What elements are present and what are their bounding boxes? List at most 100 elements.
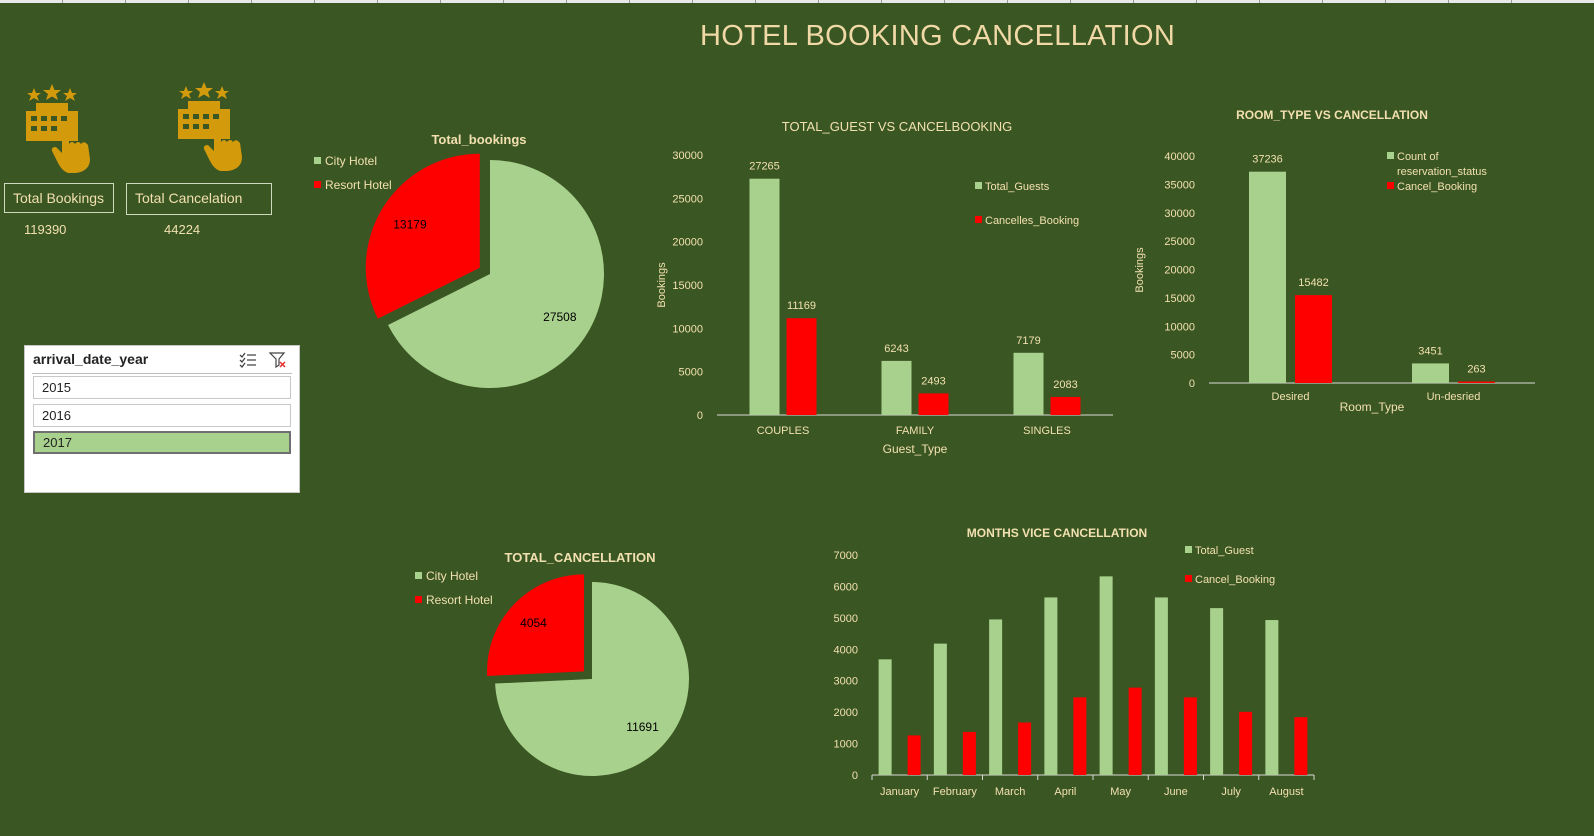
data-label: 27265 bbox=[749, 161, 780, 173]
total-cancellation-pie-chart: TOTAL_CANCELLATION City Hotel Resort Hotel… bbox=[415, 550, 689, 776]
slicer-item-2016[interactable]: 2016 bbox=[33, 404, 291, 427]
x-tick-label: July bbox=[1221, 786, 1241, 798]
y-tick-label: 4000 bbox=[834, 644, 858, 656]
total-bookings-value: 119390 bbox=[24, 222, 67, 237]
bar bbox=[1018, 722, 1032, 775]
y-tick-label: 10000 bbox=[672, 323, 703, 335]
x-tick-label: Desired bbox=[1272, 391, 1310, 403]
legend-label: Resort Hotel bbox=[426, 593, 493, 607]
y-tick-label: 25000 bbox=[672, 193, 703, 205]
x-axis-title: Room_Type bbox=[1340, 400, 1405, 414]
bar bbox=[878, 659, 892, 775]
column-divider bbox=[125, 0, 126, 3]
data-label: 11169 bbox=[787, 300, 816, 312]
y-axis-title: Bookings bbox=[1134, 247, 1146, 293]
data-label: 6243 bbox=[884, 343, 908, 355]
x-axis-title: Guest_Type bbox=[883, 442, 948, 456]
y-tick-label: 35000 bbox=[1164, 179, 1195, 191]
bar bbox=[1265, 620, 1279, 775]
column-divider bbox=[1259, 0, 1260, 3]
data-label: 3451 bbox=[1418, 345, 1442, 357]
bar bbox=[918, 393, 949, 415]
pie-slice bbox=[365, 153, 480, 319]
bar bbox=[1073, 697, 1087, 775]
bar bbox=[1210, 608, 1224, 775]
column-divider bbox=[566, 0, 567, 3]
chart-title: MONTHS VICE CANCELLATION bbox=[967, 526, 1147, 540]
column-divider bbox=[377, 0, 378, 3]
legend-label: Cancel_Booking bbox=[1195, 574, 1275, 586]
column-divider bbox=[692, 0, 693, 3]
bar bbox=[933, 643, 947, 775]
legend-swatch bbox=[415, 572, 422, 579]
pie-slice bbox=[495, 582, 689, 776]
year-slicer[interactable]: arrival_date_year 2015 2016 2017 bbox=[24, 345, 300, 493]
clear-filter-icon[interactable] bbox=[269, 352, 287, 368]
chart-title: TOTAL_GUEST VS CANCELBOOKING bbox=[782, 119, 1012, 134]
bar bbox=[1412, 363, 1449, 383]
column-divider bbox=[629, 0, 630, 3]
data-label: 4054 bbox=[520, 616, 547, 630]
y-axis-title: Bookings bbox=[656, 262, 668, 308]
y-tick-label: 15000 bbox=[672, 280, 703, 292]
bar bbox=[962, 731, 976, 775]
column-divider bbox=[818, 0, 819, 3]
total-cancelation-label: Total Cancelation bbox=[126, 183, 272, 215]
column-divider bbox=[1385, 0, 1386, 3]
data-label: 2493 bbox=[921, 375, 945, 387]
hotel-booking-icon bbox=[178, 82, 242, 171]
column-divider bbox=[440, 0, 441, 3]
y-tick-label: 0 bbox=[697, 410, 703, 422]
total-bookings-pie-chart: Total_bookings City Hotel Resort Hotel 2750… bbox=[314, 132, 604, 388]
y-tick-label: 3000 bbox=[834, 676, 858, 688]
column-divider bbox=[881, 0, 882, 3]
column-divider bbox=[1322, 0, 1323, 3]
x-tick-label: Un-desried bbox=[1427, 391, 1481, 403]
sheet-column-header bbox=[0, 0, 1594, 3]
bar bbox=[881, 360, 912, 415]
legend-label: Total_Guest bbox=[1195, 545, 1254, 557]
y-tick-label: 10000 bbox=[1164, 321, 1195, 333]
x-tick-label: COUPLES bbox=[757, 425, 810, 437]
legend-label: Cancel_Booking bbox=[1397, 181, 1477, 193]
y-tick-label: 5000 bbox=[679, 367, 703, 379]
column-divider bbox=[1007, 0, 1008, 3]
bar bbox=[749, 178, 780, 415]
multi-select-icon[interactable] bbox=[239, 352, 257, 368]
bar bbox=[1294, 717, 1308, 775]
slicer-item-2017[interactable]: 2017 bbox=[33, 431, 291, 454]
hotel-booking-icon bbox=[26, 84, 90, 173]
chart-title: ROOM_TYPE VS CANCELLATION bbox=[1236, 108, 1428, 122]
x-tick-label: February bbox=[933, 786, 978, 798]
legend-label: City Hotel bbox=[325, 154, 377, 168]
column-divider bbox=[314, 0, 315, 3]
pie-slice bbox=[487, 574, 585, 676]
legend-label: Count of bbox=[1397, 151, 1440, 163]
y-tick-label: 2000 bbox=[834, 707, 858, 719]
legend-swatch bbox=[1185, 575, 1192, 582]
bar bbox=[989, 619, 1003, 775]
slicer-item-2015[interactable]: 2015 bbox=[33, 376, 291, 399]
column-divider bbox=[1196, 0, 1197, 3]
data-label: 37236 bbox=[1252, 154, 1283, 166]
bar bbox=[1249, 171, 1286, 383]
legend-swatch bbox=[415, 596, 422, 603]
x-tick-label: SINGLES bbox=[1023, 425, 1071, 437]
data-label: 13179 bbox=[393, 218, 427, 232]
total-bookings-label: Total Bookings bbox=[4, 183, 114, 213]
legend-label: Cancelles_Booking bbox=[985, 215, 1079, 227]
pie-slice bbox=[388, 160, 604, 388]
x-tick-label: August bbox=[1269, 786, 1303, 798]
y-tick-label: 30000 bbox=[1164, 208, 1195, 220]
page-title: HOTEL BOOKING CANCELLATION bbox=[700, 20, 1176, 52]
legend-swatch bbox=[314, 181, 321, 188]
x-tick-label: FAMILY bbox=[896, 425, 935, 437]
bar bbox=[1239, 711, 1253, 775]
y-tick-label: 30000 bbox=[672, 150, 703, 162]
legend-label: City Hotel bbox=[426, 569, 478, 583]
y-tick-label: 1000 bbox=[834, 739, 858, 751]
data-label: 11691 bbox=[626, 720, 659, 734]
data-label: 7179 bbox=[1016, 335, 1040, 347]
data-label: 15482 bbox=[1298, 277, 1329, 289]
bar bbox=[786, 318, 817, 415]
